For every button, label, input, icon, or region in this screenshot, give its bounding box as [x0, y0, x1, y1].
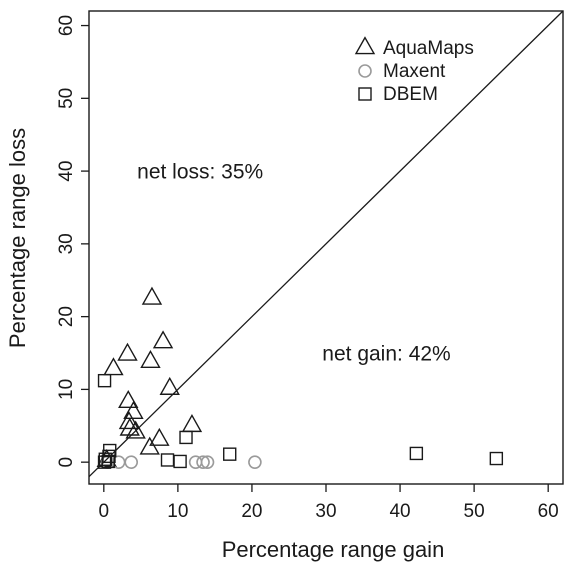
x-axis-label: Percentage range gain	[222, 537, 445, 562]
data-point-dbem	[179, 430, 193, 445]
data-points	[96, 286, 504, 469]
data-point-aquamaps	[149, 427, 170, 446]
x-tick-label: 0	[99, 501, 110, 522]
axis-ticks: 0 10 20 30 40 50 60 0 10 20 30 40 50 60	[56, 15, 559, 522]
x-tick-label: 30	[315, 501, 336, 522]
data-point-maxent	[200, 455, 215, 469]
legend-marker-aquamaps	[354, 36, 376, 55]
data-point-dbem	[409, 446, 424, 461]
y-tick-label: 30	[56, 233, 77, 254]
one-to-one-line	[88, 10, 564, 478]
legend-label: DBEM	[383, 84, 438, 105]
legend-marker-maxent	[358, 64, 372, 78]
data-point-maxent	[196, 455, 210, 469]
plot-frame	[88, 10, 564, 485]
legend-label: AquaMaps	[383, 38, 474, 59]
x-tick-label: 10	[167, 501, 188, 522]
y-axis-label: Percentage range loss	[5, 128, 30, 348]
data-point-aquamaps	[181, 414, 203, 433]
annotations: net loss: 35% net gain: 42%	[137, 160, 451, 365]
x-tick-label: 40	[389, 501, 410, 522]
data-point-aquamaps	[159, 376, 180, 395]
data-point-dbem	[97, 373, 112, 388]
data-point-aquamaps	[141, 286, 163, 305]
data-point-maxent	[124, 455, 139, 469]
data-point-aquamaps	[117, 342, 138, 361]
y-tick-label: 60	[56, 15, 77, 36]
data-point-dbem	[173, 454, 187, 469]
data-point-dbem	[160, 453, 175, 467]
legend-marker-dbem	[358, 87, 372, 101]
y-tick-label: 10	[56, 379, 77, 400]
legend-label: Maxent	[383, 61, 446, 82]
data-point-aquamaps	[119, 417, 140, 436]
y-tick-label: 0	[56, 457, 77, 468]
diagonal-reference-line	[88, 10, 564, 478]
data-point-aquamaps	[125, 420, 146, 439]
data-point-maxent	[248, 455, 262, 469]
annotation-text: net loss: 35%	[137, 160, 263, 183]
plot-border	[88, 10, 564, 485]
data-point-aquamaps	[123, 400, 144, 419]
data-point-dbem	[97, 455, 112, 469]
y-tick-label: 50	[56, 88, 77, 109]
data-point-dbem	[98, 452, 112, 466]
data-point-aquamaps	[118, 389, 139, 409]
data-point-dbem	[101, 454, 115, 469]
x-tick-label: 50	[464, 501, 485, 522]
x-tick-label: 60	[538, 501, 559, 522]
annotation-text: net gain: 42%	[322, 342, 450, 365]
data-point-aquamaps	[139, 436, 160, 455]
data-point-aquamaps	[152, 330, 174, 349]
data-point-aquamaps	[118, 411, 140, 430]
y-tick-label: 40	[56, 161, 77, 182]
data-point-aquamaps	[103, 357, 124, 376]
y-tick-label: 20	[56, 306, 77, 327]
x-tick-label: 20	[241, 501, 262, 522]
data-point-dbem	[223, 447, 237, 461]
data-point-dbem	[489, 451, 504, 466]
data-point-aquamaps	[140, 349, 161, 369]
